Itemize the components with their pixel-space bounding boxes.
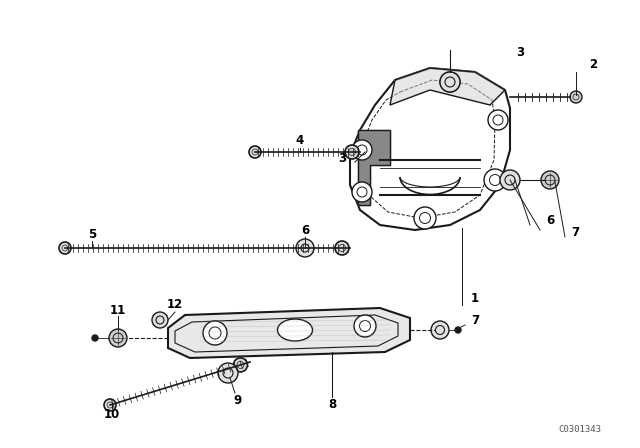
Text: 9: 9 bbox=[234, 393, 242, 406]
Circle shape bbox=[203, 321, 227, 345]
Circle shape bbox=[414, 207, 436, 229]
Text: 2: 2 bbox=[589, 59, 597, 72]
Text: 3: 3 bbox=[516, 46, 524, 59]
Circle shape bbox=[440, 72, 460, 92]
Circle shape bbox=[455, 327, 461, 333]
Circle shape bbox=[500, 170, 520, 190]
Text: 6: 6 bbox=[546, 214, 554, 227]
Circle shape bbox=[249, 146, 261, 158]
Text: 7: 7 bbox=[471, 314, 479, 327]
Text: 10: 10 bbox=[104, 409, 120, 422]
Circle shape bbox=[570, 91, 582, 103]
Text: 5: 5 bbox=[88, 228, 96, 241]
Polygon shape bbox=[358, 130, 390, 205]
Ellipse shape bbox=[278, 319, 312, 341]
Text: 6: 6 bbox=[301, 224, 309, 237]
Circle shape bbox=[59, 242, 71, 254]
Text: C0301343: C0301343 bbox=[559, 426, 602, 435]
Circle shape bbox=[354, 315, 376, 337]
Polygon shape bbox=[168, 308, 410, 358]
Circle shape bbox=[335, 241, 349, 255]
Circle shape bbox=[488, 110, 508, 130]
Text: 12: 12 bbox=[167, 298, 183, 311]
Circle shape bbox=[352, 140, 372, 160]
Circle shape bbox=[218, 363, 238, 383]
Circle shape bbox=[431, 321, 449, 339]
Circle shape bbox=[152, 312, 168, 328]
Circle shape bbox=[296, 239, 314, 257]
Polygon shape bbox=[390, 68, 505, 105]
Circle shape bbox=[234, 358, 248, 372]
Circle shape bbox=[352, 182, 372, 202]
Text: 7: 7 bbox=[571, 225, 579, 238]
Circle shape bbox=[92, 335, 98, 341]
Text: 1: 1 bbox=[471, 292, 479, 305]
Text: 11: 11 bbox=[110, 303, 126, 316]
Circle shape bbox=[541, 171, 559, 189]
Circle shape bbox=[484, 169, 506, 191]
Circle shape bbox=[440, 72, 460, 92]
Circle shape bbox=[345, 145, 359, 159]
Text: 4: 4 bbox=[296, 134, 304, 146]
Circle shape bbox=[104, 399, 116, 411]
Text: 3: 3 bbox=[338, 151, 346, 164]
Circle shape bbox=[109, 329, 127, 347]
Text: 8: 8 bbox=[328, 399, 336, 412]
